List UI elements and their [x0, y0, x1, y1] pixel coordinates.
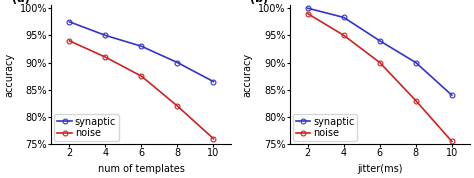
synaptic: [102, 34, 108, 36]
X-axis label: num of templates: num of templates: [98, 164, 185, 174]
noise: [377, 61, 383, 64]
noise: [174, 105, 180, 107]
synaptic: [377, 40, 383, 42]
synaptic: [66, 21, 72, 23]
Line: noise: noise: [305, 11, 454, 144]
noise: [449, 140, 455, 142]
Legend: synaptic, noise: synaptic, noise: [292, 114, 357, 141]
synaptic: [341, 16, 346, 19]
noise: [210, 138, 216, 140]
Text: (a): (a): [12, 0, 29, 4]
synaptic: [210, 80, 216, 83]
noise: [66, 40, 72, 42]
noise: [413, 100, 419, 102]
noise: [138, 75, 144, 77]
Y-axis label: accuracy: accuracy: [4, 53, 14, 97]
Line: synaptic: synaptic: [67, 19, 216, 84]
Line: synaptic: synaptic: [305, 6, 454, 98]
synaptic: [413, 61, 419, 64]
Text: (b): (b): [250, 0, 268, 4]
Legend: synaptic, noise: synaptic, noise: [55, 114, 119, 141]
synaptic: [138, 45, 144, 47]
noise: [305, 13, 310, 15]
Y-axis label: accuracy: accuracy: [243, 53, 253, 97]
synaptic: [449, 94, 455, 96]
noise: [102, 56, 108, 58]
Line: noise: noise: [67, 38, 216, 141]
X-axis label: jitter(ms): jitter(ms): [357, 164, 402, 174]
synaptic: [174, 61, 180, 64]
synaptic: [305, 7, 310, 9]
noise: [341, 34, 346, 36]
